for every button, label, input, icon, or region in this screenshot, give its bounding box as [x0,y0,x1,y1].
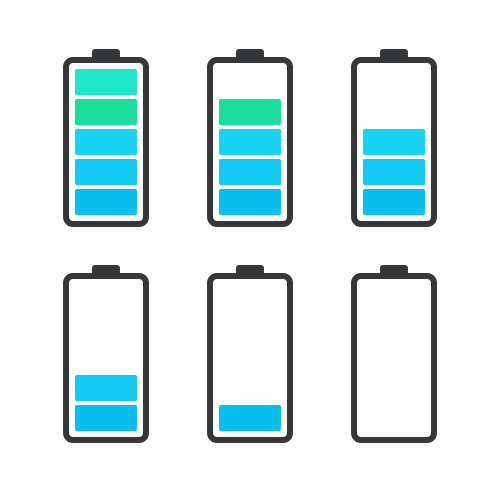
charge-bar [219,405,281,431]
battery-level-1 [207,273,293,443]
battery-grid [63,57,437,443]
charge-bar [363,129,425,155]
battery-terminal [92,265,120,274]
battery-terminal [236,265,264,274]
charge-bar [219,159,281,185]
battery-level-3 [351,57,437,227]
charge-bar [219,129,281,155]
charge-bar [219,99,281,125]
battery-level-0 [351,273,437,443]
battery-level-2 [63,273,149,443]
battery-terminal [236,49,264,58]
battery-level-4 [207,57,293,227]
charge-bar [75,159,137,185]
charge-bar [75,129,137,155]
battery-terminal [380,265,408,274]
charge-bar [75,99,137,125]
battery-level-5 [63,57,149,227]
charge-bar [75,69,137,95]
battery-terminal [380,49,408,58]
charge-bar [363,159,425,185]
charge-bar [75,375,137,401]
charge-bar [75,405,137,431]
charge-bar [219,189,281,215]
battery-terminal [92,49,120,58]
charge-bar [75,189,137,215]
charge-bar [363,189,425,215]
